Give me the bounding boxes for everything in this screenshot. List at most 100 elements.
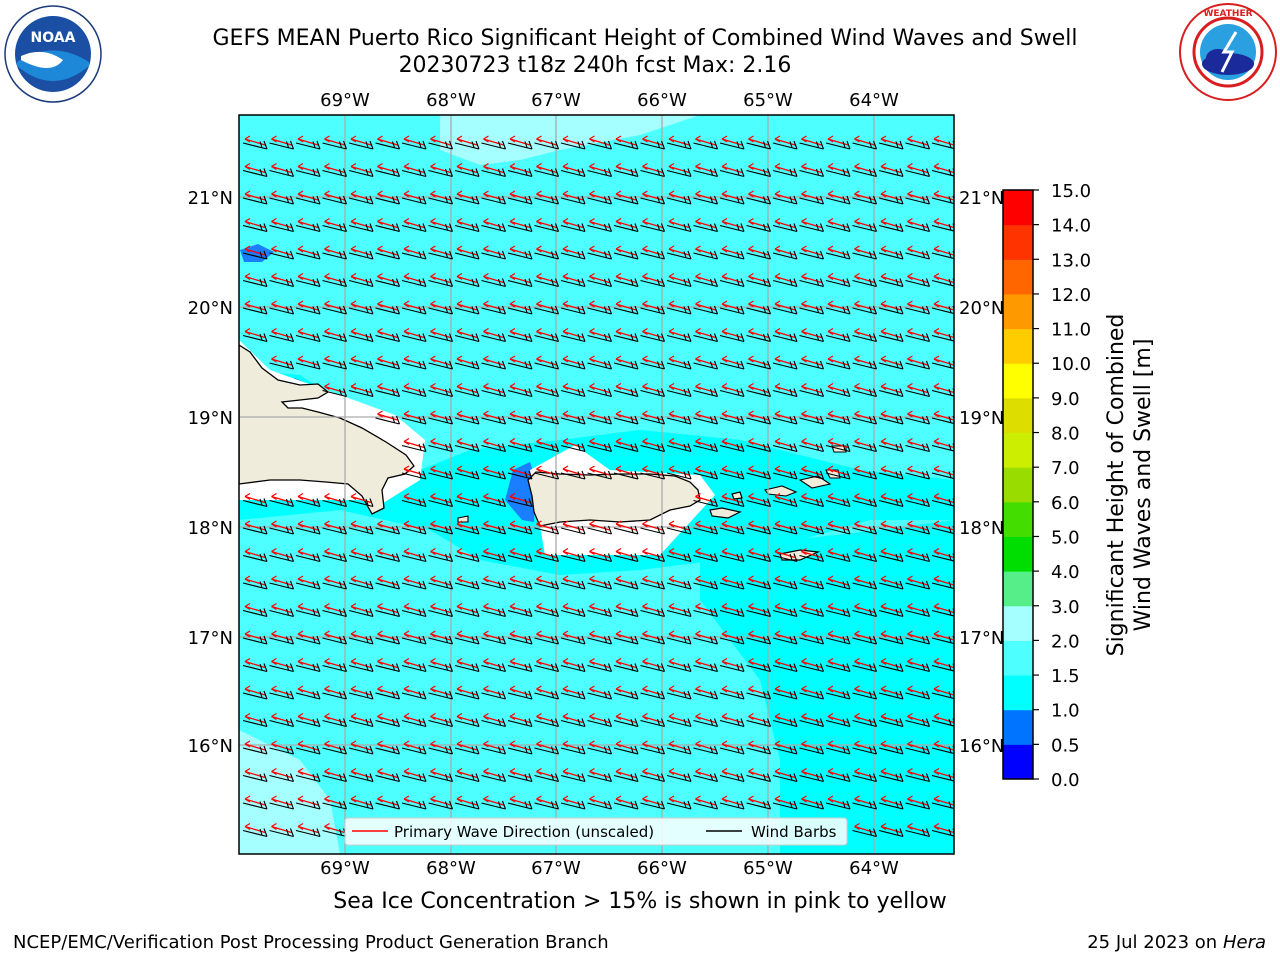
wave-direction-arrow [456,550,478,559]
wind-barb [772,278,798,288]
wave-direction-arrowhead [695,190,701,198]
wave-direction-arrowhead [403,300,410,308]
wave-direction-arrowhead [907,300,913,308]
wave-direction-arrowhead [483,190,489,198]
wind-barb [719,663,745,673]
wave-direction-arrow [827,193,849,201]
wave-direction-arrow [827,550,849,559]
wave-direction-arrow [430,468,451,476]
wind-barb [587,333,613,343]
wind-barb [799,800,825,810]
wind-barb [242,250,268,260]
wave-direction-arrowhead [244,272,251,281]
wind-barb [481,498,507,508]
wave-direction-arrow [456,495,478,504]
wave-direction-arrow [801,358,822,366]
wave-direction-arrow [615,330,637,339]
wave-direction-arrow [880,825,902,834]
wind-barb [507,580,533,590]
wave-direction-arrowhead [695,547,701,556]
wind-barb [507,333,533,343]
wave-direction-arrow [880,248,902,256]
wave-direction-arrowhead [854,685,860,693]
lon-label-bottom: 65°W [743,858,793,879]
wave-direction-arrowhead [456,740,463,748]
wind-barb [746,745,772,755]
wind-barb [401,195,427,205]
wind-barb [587,305,613,315]
wave-direction-arrowhead [615,135,622,143]
wave-direction-arrow [483,550,504,559]
wave-direction-arrowhead [933,410,940,418]
wind-barb [507,525,533,535]
wind-barb [640,223,666,233]
wave-direction-arrowhead [430,492,436,501]
wave-direction-arrowhead [483,300,489,308]
wave-direction-arrowhead [244,740,251,748]
wave-direction-arrowhead [483,437,489,446]
wind-barb [587,635,613,645]
wind-barb [348,333,374,343]
wave-direction-arrow [377,605,398,614]
wind-barb [507,470,533,480]
wave-direction-arrowhead [827,575,834,583]
wave-direction-arrow [748,468,769,476]
wave-direction-arrowhead [668,245,675,253]
wave-direction-arrowhead [827,190,834,198]
wave-direction-arrow [297,605,319,614]
colorbar-tick-label: 8.0 [1051,424,1080,445]
wave-direction-arrowhead [907,272,913,281]
wave-direction-arrowhead [668,767,675,776]
wave-direction-arrow [350,578,372,586]
wave-direction-arrow [774,165,796,174]
lon-label-top: 66°W [637,90,687,111]
wave-direction-arrowhead [721,575,728,583]
wind-barb [348,223,374,233]
wave-direction-arrow [774,633,796,641]
wave-direction-arrowhead [827,712,834,721]
wave-direction-arrowhead [642,795,648,803]
wind-barb [587,745,613,755]
wind-barb [454,388,480,398]
wave-direction-arrowhead [907,410,913,418]
wave-direction-arrow [562,633,584,641]
wave-direction-arrowhead [430,547,436,556]
wave-direction-arrow [509,495,531,504]
wave-direction-arrowhead [403,382,410,391]
wave-direction-arrowhead [377,135,383,143]
wind-barb [613,663,639,673]
wave-direction-arrow [827,495,849,504]
wave-direction-arrow [695,468,716,476]
wave-direction-arrowhead [880,740,887,748]
wind-barb [534,525,560,535]
wave-direction-arrowhead [774,602,781,611]
wind-barb [560,553,586,563]
wind-barb [269,718,295,728]
wave-direction-arrow [907,138,928,146]
wave-direction-arrow [695,220,716,229]
wave-direction-arrowhead [377,630,383,638]
wave-direction-arrowhead [854,410,860,418]
wave-direction-arrowhead [695,465,701,473]
wind-barb [322,140,348,150]
footer-date: 25 Jul 2023 on Hera [1087,932,1266,953]
wave-direction-arrowhead [271,272,277,281]
wave-direction-arrowhead [244,190,251,198]
wave-direction-arrowhead [456,437,463,446]
wave-direction-arrowhead [748,437,754,446]
wind-barb [772,250,798,260]
wave-direction-arrowhead [854,382,860,391]
wave-direction-arrowhead [403,712,410,721]
colorbar-tick-label: 12.0 [1051,285,1091,306]
wind-barb [666,388,692,398]
wind-barb [428,690,454,700]
wind-barb [613,305,639,315]
wind-barb [242,333,268,343]
wind-barb [799,525,825,535]
wave-direction-arrowhead [403,190,410,198]
wind-barb [640,553,666,563]
wind-barb [640,388,666,398]
wind-barb [534,415,560,425]
wind-barb [428,360,454,370]
wind-barb [825,168,851,178]
